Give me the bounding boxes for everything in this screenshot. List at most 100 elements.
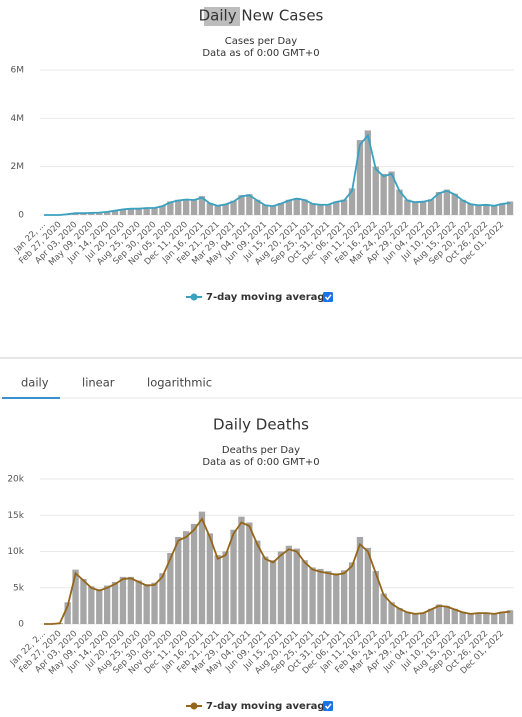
bar	[443, 189, 451, 215]
bar	[182, 531, 190, 624]
bar	[198, 511, 206, 624]
bar	[127, 576, 135, 624]
bar	[498, 203, 506, 215]
bar	[111, 210, 119, 215]
bar	[238, 516, 245, 624]
bar	[261, 556, 269, 624]
bar	[427, 608, 435, 624]
bar	[261, 204, 269, 215]
bar	[396, 189, 403, 215]
tab[interactable]: daily	[21, 376, 49, 390]
bar	[404, 611, 411, 624]
bar	[111, 581, 119, 624]
tab[interactable]: linear	[82, 376, 115, 390]
bar	[135, 580, 142, 624]
bar	[419, 200, 427, 215]
chart-subtitle: Deaths per Day	[222, 445, 300, 456]
bar	[317, 204, 324, 215]
bar	[285, 545, 293, 624]
checkbox-check	[324, 703, 332, 710]
bar	[372, 166, 379, 215]
bar	[309, 203, 316, 215]
y-tick-label: 20k	[7, 475, 24, 485]
bar	[190, 199, 198, 215]
bar	[491, 613, 498, 624]
bar	[222, 551, 229, 624]
bar	[206, 202, 214, 215]
bar	[325, 571, 332, 624]
bar	[491, 205, 498, 215]
legend-label[interactable]: 7-day moving average	[206, 701, 332, 712]
bar	[230, 529, 237, 624]
bar	[119, 209, 127, 215]
tab[interactable]: logarithmic	[147, 376, 212, 390]
bar	[340, 199, 348, 215]
chart-title: Daily Deaths	[213, 416, 309, 434]
bar	[254, 199, 261, 215]
checkbox-check	[324, 294, 332, 301]
bar	[396, 608, 403, 624]
bar	[419, 612, 427, 624]
bar	[467, 613, 474, 624]
bar	[356, 537, 364, 624]
bar	[364, 547, 372, 624]
bar	[246, 194, 253, 215]
bar	[404, 199, 411, 215]
bar	[80, 579, 87, 624]
chart-title: Daily New Cases	[199, 7, 324, 25]
bar	[498, 611, 506, 624]
bar	[206, 533, 214, 624]
bar	[143, 207, 150, 215]
bar	[467, 203, 474, 215]
bar	[435, 604, 443, 624]
y-tick-label: 0	[18, 620, 24, 630]
bar	[483, 612, 490, 624]
bar	[103, 585, 111, 624]
bar	[340, 570, 348, 624]
bar	[348, 188, 356, 215]
bar	[412, 201, 419, 215]
bar	[167, 552, 174, 624]
bar	[119, 576, 127, 624]
bar	[459, 611, 466, 624]
bar	[159, 205, 166, 215]
bar	[88, 586, 95, 624]
bar	[198, 196, 206, 215]
chart-note: Data as of 0:00 GMT+0	[202, 48, 319, 59]
bar	[293, 548, 300, 624]
bar	[96, 212, 103, 215]
legend-checkbox[interactable]	[323, 701, 333, 711]
bar	[277, 551, 285, 624]
bar	[277, 202, 285, 215]
y-tick-label: 6M	[11, 66, 25, 76]
bar	[317, 568, 324, 624]
bar	[388, 602, 395, 624]
bar	[364, 130, 372, 215]
y-tick-label: 0	[18, 211, 24, 221]
bar	[372, 571, 379, 624]
bar	[175, 537, 182, 624]
legend-label[interactable]: 7-day moving average	[206, 292, 332, 303]
bar	[72, 569, 79, 624]
bar	[175, 199, 182, 215]
bar	[506, 610, 514, 624]
bar	[64, 602, 71, 624]
bar	[143, 584, 150, 624]
legend-marker	[190, 702, 198, 710]
bar	[269, 560, 277, 624]
moving-average-line	[44, 133, 511, 216]
bar	[96, 589, 103, 624]
bar	[222, 203, 229, 215]
bar	[475, 612, 482, 624]
bar	[285, 199, 293, 215]
y-tick-label: 2M	[11, 162, 25, 172]
bar	[459, 199, 466, 215]
bar	[435, 192, 443, 215]
bar	[301, 560, 308, 624]
bar	[333, 201, 340, 215]
bar	[230, 200, 237, 215]
bar	[451, 193, 458, 215]
bar	[254, 540, 261, 624]
legend-checkbox[interactable]	[323, 292, 333, 302]
bar	[301, 199, 308, 215]
